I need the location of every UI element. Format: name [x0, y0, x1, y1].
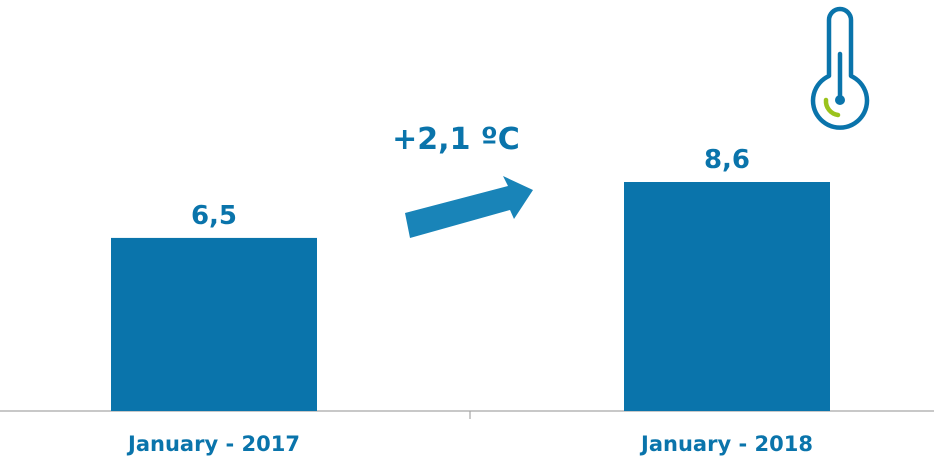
- category-label-2017: January - 2017: [126, 432, 300, 456]
- value-label-2018: 8,6: [704, 145, 750, 175]
- bar-2017: [111, 237, 317, 411]
- thermometer-icon: [810, 6, 870, 130]
- delta-annotation: +2,1 ºC: [392, 122, 520, 157]
- bars-group: [111, 182, 830, 411]
- category-label-2018: January - 2018: [639, 432, 813, 456]
- bar-2018: [624, 182, 830, 411]
- value-label-2017: 6,5: [191, 201, 237, 231]
- arrow-up-right-icon: [405, 176, 533, 238]
